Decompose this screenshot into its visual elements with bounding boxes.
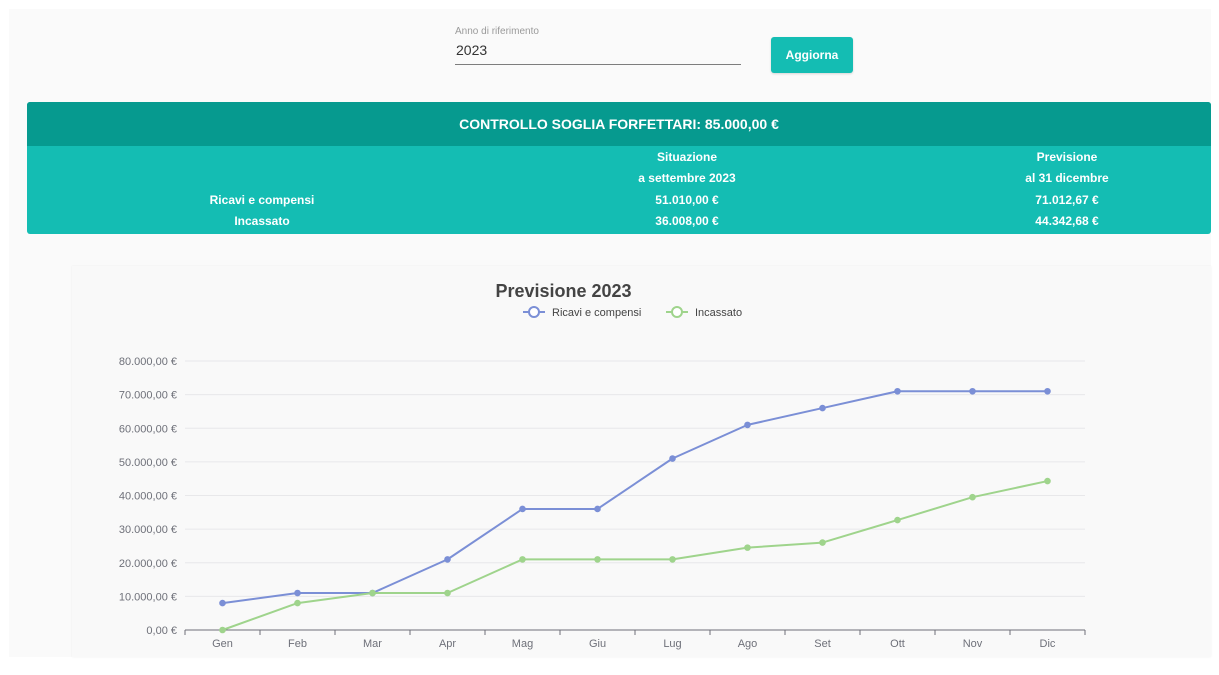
data-point [1044, 387, 1051, 395]
column-header-forecast-line1: Previsione [1036, 150, 1098, 164]
data-point [369, 589, 376, 597]
series-line-ricavi [222, 390, 1048, 605]
data-point [669, 455, 676, 462]
row-incassato-forecast: 44.342,68 € [1035, 214, 1099, 228]
row-label-incassato: Incassato [234, 214, 290, 228]
legend-marker-icon [528, 306, 540, 318]
column-header-now-line2: a settembre 2023 [638, 171, 736, 185]
x-tick-label: Nov [963, 638, 983, 650]
data-point [219, 626, 226, 634]
y-tick-label: 0,00 € [146, 625, 177, 637]
data-point [969, 493, 976, 501]
data-point [819, 539, 826, 546]
x-tick-label: Ago [738, 638, 758, 650]
series-line-incassato [222, 480, 1048, 631]
x-tick-label: Dic [1040, 638, 1056, 650]
data-point [519, 505, 526, 513]
x-tick-label: Giu [589, 638, 606, 650]
data-point [519, 556, 526, 563]
threshold-table: Situazione a settembre 2023 Previsione a… [27, 146, 1211, 234]
y-tick-label: 70.000,00 € [119, 390, 177, 402]
data-point [894, 516, 901, 524]
y-tick-label: 20.000,00 € [119, 558, 177, 570]
data-point [669, 556, 676, 563]
data-point [894, 387, 901, 395]
data-point [819, 404, 826, 412]
year-input[interactable] [455, 41, 741, 65]
data-point [219, 599, 226, 607]
y-tick-label: 10.000,00 € [119, 591, 177, 603]
row-ricavi-forecast: 71.012,67 € [1035, 193, 1099, 207]
legend-label: Incassato [695, 307, 742, 319]
x-tick-label: Mag [512, 638, 533, 650]
data-point [294, 599, 301, 607]
x-tick-label: Lug [663, 638, 681, 650]
data-point [744, 544, 751, 551]
row-incassato-now: 36.008,00 € [655, 214, 719, 228]
data-point [444, 556, 451, 563]
x-tick-label: Feb [288, 638, 307, 650]
y-tick-label: 80.000,00 € [119, 356, 177, 368]
y-tick-label: 40.000,00 € [119, 491, 177, 503]
y-tick-label: 60.000,00 € [119, 423, 177, 435]
legend-marker-icon [671, 306, 683, 318]
x-tick-label: Ott [890, 638, 905, 650]
legend-label: Ricavi e compensi [552, 307, 641, 319]
chart-title: Previsione 2023 [495, 281, 632, 301]
data-point [969, 387, 976, 395]
data-point [444, 589, 451, 597]
column-header-now-line1: Situazione [656, 150, 717, 164]
threshold-panel: CONTROLLO SOGLIA FORFETTARI: 85.000,00 €… [27, 102, 1211, 234]
data-point [594, 505, 601, 513]
x-tick-label: Gen [212, 638, 233, 650]
data-point [1044, 477, 1051, 485]
x-tick-label: Set [814, 638, 831, 650]
row-ricavi-now: 51.010,00 € [655, 193, 719, 207]
x-tick-label: Apr [439, 638, 456, 650]
update-button[interactable]: Aggiorna [771, 37, 853, 73]
x-tick-label: Mar [363, 638, 382, 650]
data-point [744, 421, 751, 429]
row-label-ricavi: Ricavi e compensi [209, 193, 315, 207]
threshold-title: CONTROLLO SOGLIA FORFETTARI: 85.000,00 € [27, 102, 1211, 146]
y-tick-label: 30.000,00 € [119, 524, 177, 536]
year-selector: Anno di riferimento [455, 26, 741, 65]
y-tick-label: 50.000,00 € [119, 457, 177, 469]
year-field-label: Anno di riferimento [455, 26, 539, 37]
column-header-forecast-line2: al 31 dicembre [1025, 171, 1109, 185]
data-point [294, 589, 301, 597]
data-point [594, 556, 601, 563]
